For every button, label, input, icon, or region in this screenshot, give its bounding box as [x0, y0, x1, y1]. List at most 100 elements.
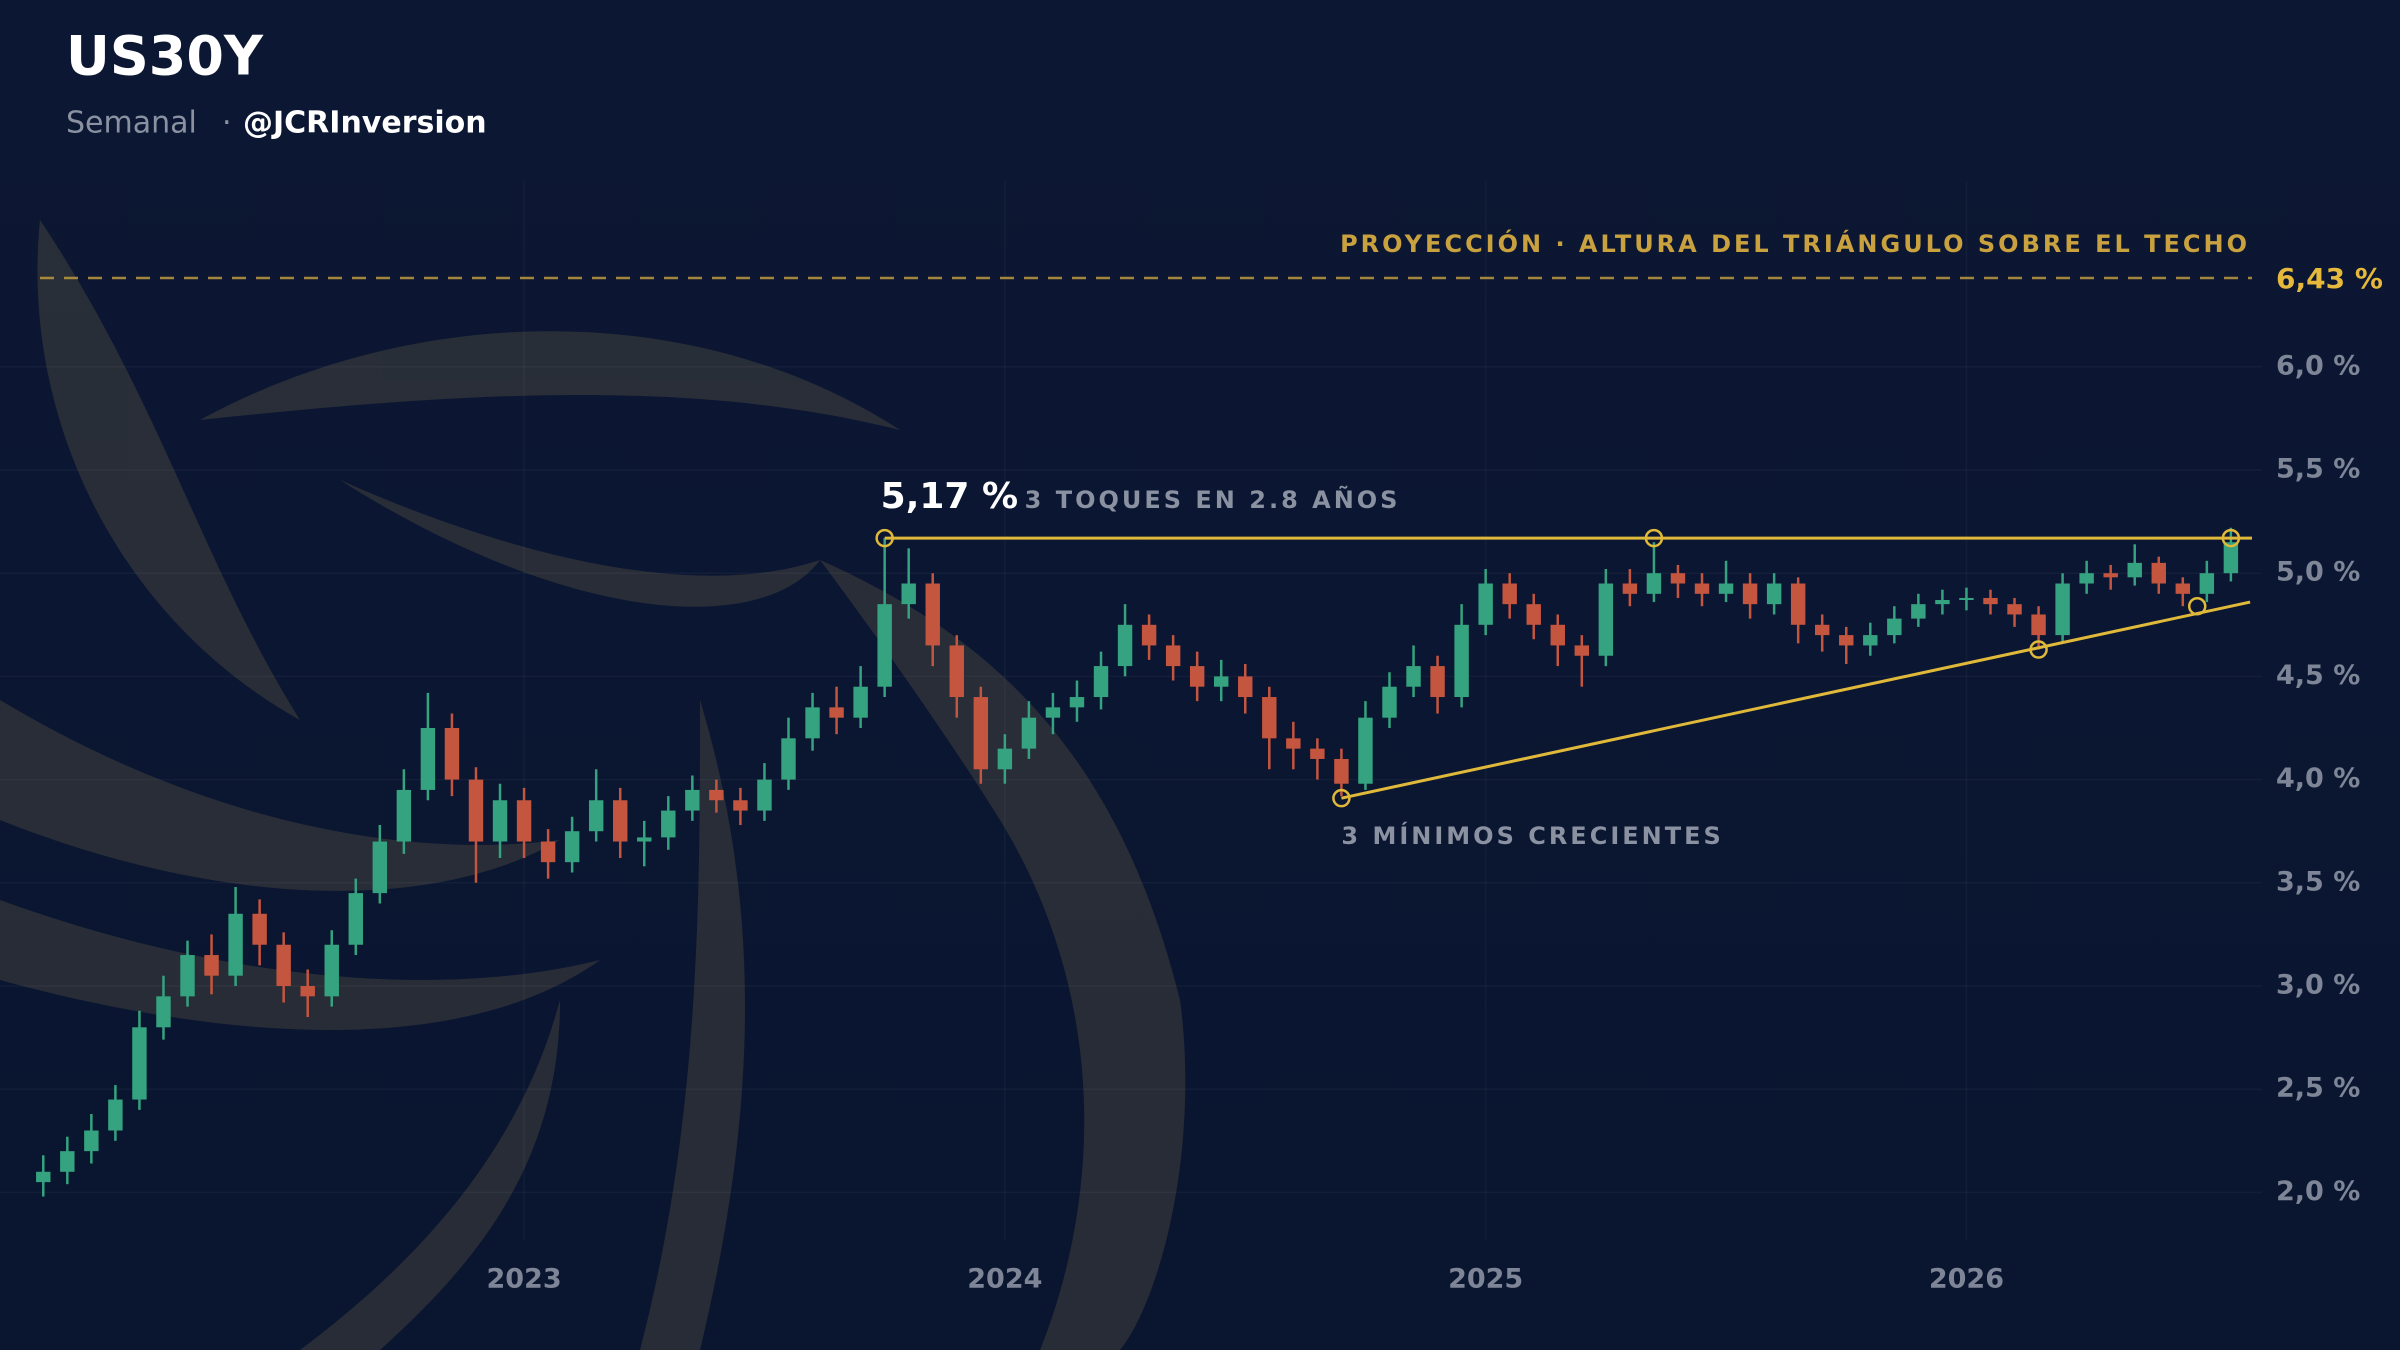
candle-body	[1093, 666, 1109, 698]
candle-body	[1286, 738, 1301, 749]
candle-body	[324, 944, 339, 997]
candle-body	[1574, 645, 1590, 656]
candle-body	[228, 913, 243, 976]
candle-body	[516, 800, 532, 842]
candle-body	[1526, 604, 1541, 625]
candle-body	[1310, 748, 1325, 759]
candle-body	[2103, 573, 2118, 578]
x-tick-label: 2025	[1448, 1264, 1523, 1295]
candle-body	[1214, 676, 1229, 687]
candle-body	[1887, 618, 1902, 636]
candle-body	[1069, 697, 1085, 708]
candle-body	[156, 996, 171, 1028]
y-tick-label: 2,0 %	[2276, 1176, 2360, 1207]
candle-body	[1983, 597, 1998, 605]
resistance-note: 3 TOQUES EN 2.8 AÑOS	[1025, 485, 1401, 514]
candle-body	[1550, 624, 1565, 646]
subtitle: Semanal	[66, 106, 197, 141]
candle-body	[252, 913, 267, 945]
candle-body	[2223, 542, 2239, 574]
candle-body	[444, 728, 460, 780]
candle-body	[132, 1027, 147, 1100]
x-tick-label: 2024	[967, 1264, 1042, 1295]
candle-body	[2151, 562, 2166, 584]
candle-body	[1622, 583, 1638, 594]
candle-body	[637, 837, 652, 842]
candle-body	[1814, 624, 1830, 636]
resistance-touch	[2221, 528, 2241, 548]
candle-body	[781, 738, 796, 780]
candle-body	[300, 986, 315, 997]
candle-body	[661, 810, 676, 838]
candle-body	[1670, 573, 1686, 584]
candle-body	[1935, 600, 1950, 605]
candle-body	[1790, 583, 1806, 625]
candle-body	[1141, 624, 1157, 646]
candle-body	[997, 748, 1013, 770]
y-tick-label: 3,0 %	[2276, 970, 2360, 1001]
resistance-touch	[875, 528, 894, 548]
support-label: 3 MÍNIMOS CRECIENTES	[1341, 821, 1723, 850]
candle-body	[1694, 583, 1710, 594]
candle-body	[492, 800, 508, 842]
candle-body	[108, 1099, 123, 1131]
candle-body	[60, 1151, 75, 1172]
candle-body	[1406, 666, 1421, 687]
candle-body	[2079, 573, 2094, 584]
y-tick-label: 5,5 %	[2276, 453, 2360, 484]
y-tick-label: 2,5 %	[2276, 1073, 2360, 1104]
candle-body	[1718, 583, 1734, 594]
candle-body	[1334, 758, 1349, 784]
candle-body	[588, 800, 604, 832]
candle-body	[84, 1130, 99, 1152]
candle-body	[1598, 583, 1614, 656]
candle-body	[1646, 573, 1662, 594]
candle-body	[36, 1171, 51, 1183]
title: US30Y	[66, 25, 264, 88]
candle-body	[420, 728, 436, 790]
candle-body	[1863, 635, 1878, 646]
candle-body	[1358, 717, 1373, 784]
candle-body	[949, 645, 964, 698]
support-touch	[1332, 788, 1351, 808]
candle-body	[1021, 717, 1037, 749]
candle-body	[1502, 583, 1517, 605]
author: @JCRInversion	[243, 106, 487, 141]
candle-body	[1742, 583, 1758, 605]
candle-body	[853, 686, 868, 718]
candle-body	[564, 831, 580, 863]
candle-body	[276, 944, 291, 987]
candle-body	[2007, 604, 2022, 615]
candle-body	[1766, 583, 1782, 605]
candle-body	[180, 955, 195, 997]
candle-body	[805, 707, 820, 739]
candle-body	[709, 789, 724, 801]
candle-body	[1430, 666, 1445, 698]
candle-body	[613, 800, 628, 842]
candle-body	[901, 583, 916, 605]
x-tick-label: 2026	[1929, 1264, 2004, 1295]
candle-body	[2031, 614, 2046, 636]
candle-body	[348, 893, 363, 945]
y-tick-label: 4,0 %	[2276, 763, 2360, 794]
candle-body	[468, 779, 484, 842]
y-tick-label: 6,0 %	[2276, 350, 2360, 381]
x-tick-label: 2023	[486, 1264, 561, 1295]
candle-body	[757, 779, 772, 811]
candle-body	[396, 789, 412, 842]
support-touch	[2187, 596, 2207, 616]
candle-body	[685, 789, 700, 811]
support-line	[1341, 600, 2251, 800]
candle-body	[2175, 583, 2191, 594]
candle-body	[1238, 676, 1253, 698]
support-touch	[2029, 640, 2048, 659]
projection-label: 6,43 %	[2276, 262, 2383, 295]
candle-body	[1959, 597, 1974, 601]
candle-body	[1189, 666, 1205, 687]
candle-body	[925, 583, 940, 646]
y-tick-label: 3,5 %	[2276, 866, 2360, 897]
subtitle-separator: ·	[222, 106, 232, 141]
candle-body	[540, 841, 556, 863]
